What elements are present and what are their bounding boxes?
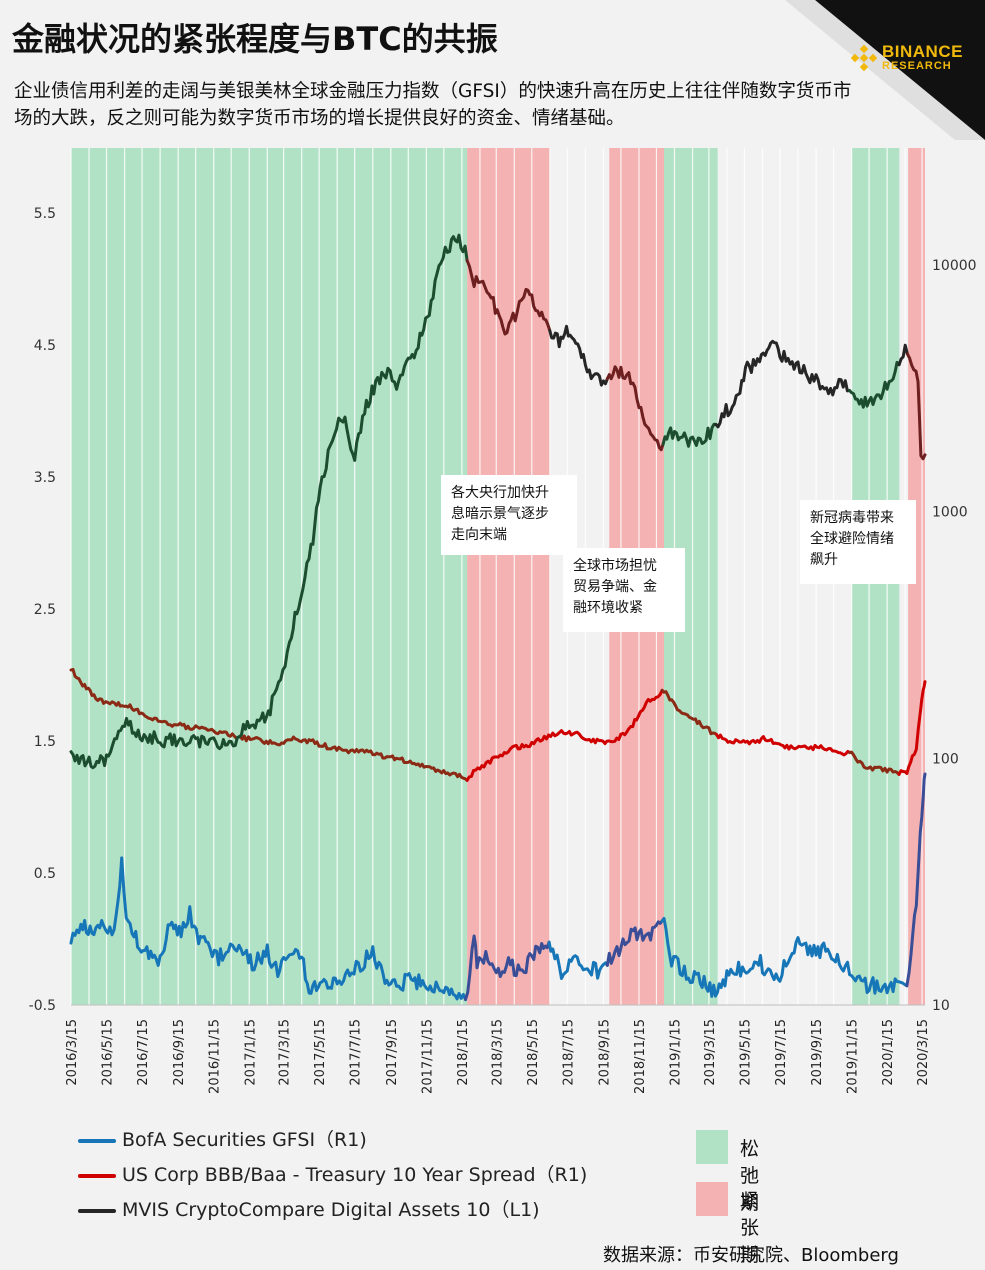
spread-line-segment-0 <box>69 667 469 782</box>
x-tick-label-4: 2016/11/15 <box>208 1019 223 1094</box>
mvis-line-segment-3 <box>605 365 665 452</box>
annotation-line: 息暗示景气逐步 <box>451 506 549 522</box>
x-tick-label-15: 2018/9/15 <box>597 1019 612 1086</box>
gfsi-line-segment-0 <box>69 856 467 1002</box>
annotation-rate-hike: 各大央行加快升 息暗示景气逐步 走向末端 <box>441 475 577 555</box>
x-tick-label-16: 2018/11/15 <box>633 1019 648 1094</box>
spread-line-segment-2 <box>660 688 719 737</box>
x-tick-label-14: 2018/7/15 <box>561 1019 576 1086</box>
x-tick-label-19: 2019/5/15 <box>738 1019 753 1086</box>
x-tick-label-5: 2017/1/15 <box>243 1019 258 1086</box>
x-tick-label-9: 2017/9/15 <box>385 1019 400 1086</box>
logo-line1: BINANCE <box>882 42 963 61</box>
spread-line-segment-1 <box>465 688 664 782</box>
annotation-trade-war: 全球市场担忧 贸易争端、金 融环境收紧 <box>563 548 685 632</box>
annotation-line: 贸易争端、金 <box>573 579 657 595</box>
y-left-tick-label-6: -0.5 <box>29 998 56 1014</box>
annotation-line: 走向末端 <box>451 527 507 543</box>
legend-line-mvis <box>78 1209 116 1213</box>
x-tick-label-24: 2020/3/15 <box>916 1019 931 1086</box>
mvis-line-segment-6 <box>848 360 901 409</box>
page-title: 金融状况的紧张程度与BTC的共振 <box>12 20 498 58</box>
annotation-line: 飙升 <box>810 552 838 568</box>
gfsi-line-segment-2 <box>547 940 609 980</box>
mvis-line-segment-0 <box>69 233 469 770</box>
loose-label: 松弛期 <box>740 1138 760 1214</box>
y-left-tick-label-2: 3.5 <box>34 470 56 486</box>
annotation-line: 各大央行加快升 <box>451 485 549 501</box>
spread-line-segment-5 <box>897 680 927 776</box>
x-tick-label-22: 2019/11/15 <box>846 1019 861 1094</box>
legend-label-mvis: MVIS CryptoCompare Digital Assets 10（L1) <box>122 1199 540 1221</box>
legend-label-spread: US Corp BBB/Baa - Treasury 10 Year Sprea… <box>122 1164 588 1186</box>
gfsi-line-segment-3 <box>605 919 664 967</box>
y-right-tick-label-1: 1000 <box>932 505 968 521</box>
spread-line-segment-4 <box>848 750 901 776</box>
x-tick-label-7: 2017/5/15 <box>313 1019 328 1086</box>
x-tick-label-3: 2016/9/15 <box>172 1019 187 1086</box>
loose-swatch <box>696 1130 728 1164</box>
gfsi-line-segment-5 <box>905 772 927 988</box>
legend-item-mvis: MVIS CryptoCompare Digital Assets 10（L1) <box>78 1195 587 1230</box>
tight-period-band-1 <box>467 148 550 1005</box>
x-tick-label-8: 2017/7/15 <box>349 1019 364 1086</box>
x-tick-label-21: 2019/9/15 <box>810 1019 825 1086</box>
x-tick-label-0: 2016/3/15 <box>65 1019 80 1086</box>
y-right-tick-label-2: 100 <box>932 751 959 767</box>
y-right-tick-label-3: 10 <box>932 998 950 1014</box>
logo-band <box>785 0 985 140</box>
gfsi-line-segment-4 <box>660 916 909 998</box>
x-tick-label-6: 2017/3/15 <box>278 1019 293 1086</box>
logo-line2: RESEARCH <box>882 60 952 72</box>
y-left-tick-label-1: 4.5 <box>34 338 56 354</box>
x-tick-label-12: 2018/3/15 <box>490 1019 505 1086</box>
loose-period-band-0 <box>71 148 468 1005</box>
x-tick-label-11: 2018/1/15 <box>456 1019 471 1086</box>
page-subtitle: 企业债信用利差的走阔与美银美林全球金融压力指数（GFSI）的快速升高在历史上往往… <box>14 81 852 129</box>
x-tick-label-13: 2018/5/15 <box>526 1019 541 1086</box>
mvis-line-segment-5 <box>714 339 851 429</box>
x-tick-label-2: 2016/7/15 <box>136 1019 151 1086</box>
mvis-line-segment-4 <box>661 422 718 448</box>
legend-line-spread <box>78 1174 116 1178</box>
x-tick-label-10: 2017/11/15 <box>420 1019 435 1094</box>
y-left-tick-label-0: 5.5 <box>34 206 56 222</box>
legend-line-gfsi <box>78 1139 116 1143</box>
series-legend: BofA Securities GFSI（R1) US Corp BBB/Baa… <box>78 1125 587 1230</box>
mvis-line-segment-7 <box>897 343 909 367</box>
x-tick-label-1: 2016/5/15 <box>101 1019 116 1086</box>
legend-label-gfsi: BofA Securities GFSI（R1) <box>122 1129 367 1151</box>
mvis-line-segment-1 <box>465 259 552 336</box>
x-tick-label-17: 2019/1/15 <box>669 1019 684 1086</box>
annotation-line: 融环境收紧 <box>573 600 643 616</box>
y-right-tick-label-0: 10000 <box>932 258 977 274</box>
annotation-line: 全球市场担忧 <box>573 558 657 574</box>
tight-swatch <box>696 1182 728 1216</box>
data-source: 数据来源：币安研究院、Bloomberg <box>603 1245 899 1266</box>
legend-item-gfsi: BofA Securities GFSI（R1) <box>78 1125 587 1160</box>
x-tick-label-23: 2020/1/15 <box>881 1019 896 1086</box>
y-left-tick-label-5: 0.5 <box>34 866 56 882</box>
gfsi-line-segment-1 <box>464 934 551 1002</box>
annotation-covid: 新冠病毒带来 全球避险情绪 飙升 <box>800 500 916 584</box>
annotation-line: 全球避险情绪 <box>810 531 894 547</box>
x-tick-label-20: 2019/7/15 <box>774 1019 789 1086</box>
annotation-line: 新冠病毒带来 <box>810 510 894 526</box>
binance-logo-icon <box>850 44 878 72</box>
x-tick-label-18: 2019/3/15 <box>703 1019 718 1086</box>
mvis-line-segment-8 <box>905 352 927 461</box>
mvis-line-segment-2 <box>548 324 609 387</box>
spread-line-segment-3 <box>715 733 852 757</box>
y-left-tick-label-4: 1.5 <box>34 734 56 750</box>
legend-item-spread: US Corp BBB/Baa - Treasury 10 Year Sprea… <box>78 1160 587 1195</box>
y-left-tick-label-3: 2.5 <box>34 602 56 618</box>
tight-label: 紧张期 <box>740 1190 760 1266</box>
brand-logo: BINANCE RESEARCH <box>882 42 963 74</box>
